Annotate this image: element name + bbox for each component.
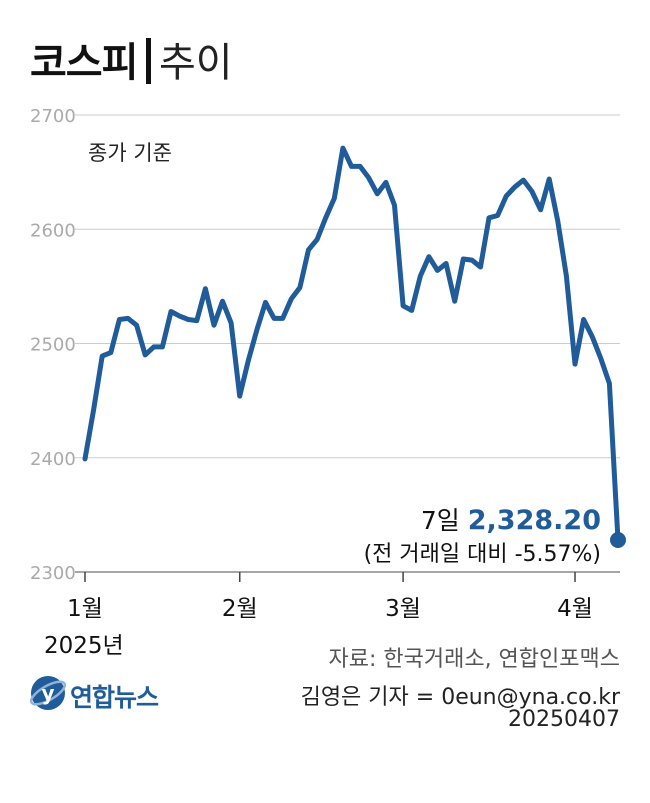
last-point-marker: [610, 532, 626, 549]
y-tick-label: 2700: [30, 106, 76, 127]
y-tick-label: 2300: [30, 563, 76, 584]
x-tick-label: 4월: [557, 596, 593, 622]
x-tick-label: 2월: [222, 596, 258, 622]
y-tick-label: 2500: [30, 335, 76, 356]
title-divider: [146, 38, 151, 84]
y-tick-label: 2400: [30, 449, 76, 470]
last-day-label: 7일: [420, 506, 460, 535]
x-tick-label: 1월: [67, 596, 103, 622]
chart-title-bold: 코스피: [30, 40, 138, 86]
kospi-series-line: [82, 145, 621, 543]
source-credit: 자료: 한국거래소, 연합인포맥스: [328, 647, 620, 672]
last-value: 2,328.20: [467, 505, 601, 536]
basis-label: 종가 기준: [88, 141, 172, 165]
author-credit: 김영은 기자 = 0eun@yna.co.kr: [300, 685, 620, 710]
x-tick-label: 3월: [385, 596, 421, 622]
last-change-annotation: (전 거래일 대비 -5.57%): [363, 542, 601, 567]
yonhap-logo-text: 연합뉴스: [70, 683, 159, 712]
svg-text:y: y: [41, 681, 54, 705]
last-value-annotation: 7일 2,328.20: [421, 501, 601, 537]
yonhap-logo-icon: y: [29, 676, 67, 710]
date-code: 20250407: [508, 707, 620, 732]
year-label: 2025년: [44, 633, 124, 659]
chart-title-light: 추이: [159, 40, 233, 86]
y-tick-label: 2600: [30, 220, 76, 241]
